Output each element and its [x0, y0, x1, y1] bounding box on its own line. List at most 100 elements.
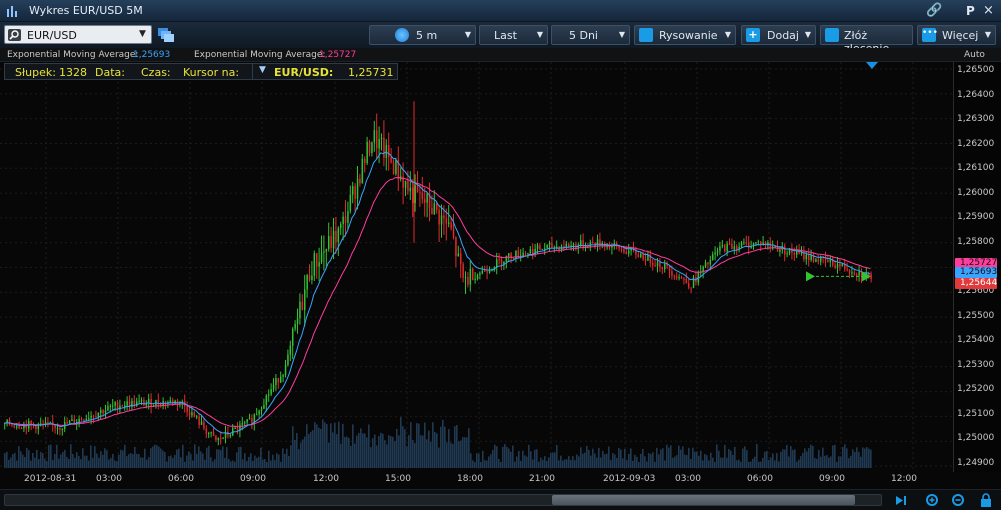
time-label: 15:00 — [385, 474, 411, 484]
price-chart[interactable] — [0, 62, 953, 472]
price-type-dropdown[interactable]: Last ▼ — [479, 25, 548, 45]
volume-bar — [784, 449, 786, 468]
candle-body — [47, 422, 49, 424]
candle-body — [203, 421, 205, 429]
volume-bar — [612, 453, 614, 468]
volume-bar — [138, 454, 140, 468]
candle-body — [577, 245, 580, 249]
drawing-dropdown[interactable]: Rysowanie ▼ — [634, 25, 736, 45]
volume-bar — [178, 448, 180, 468]
chart-area[interactable] — [0, 62, 953, 472]
candle-body — [661, 267, 664, 270]
symbol-input[interactable]: EUR/USD ▼ — [4, 25, 152, 44]
volume-bar — [208, 445, 210, 468]
candle-body — [265, 395, 268, 405]
volume-bar — [216, 449, 218, 468]
volume-bar — [716, 444, 718, 468]
close-button[interactable]: × — [983, 3, 994, 18]
volume-bar — [804, 448, 806, 468]
candle-body — [11, 424, 13, 426]
candle-body — [256, 414, 258, 416]
candle-body — [522, 252, 524, 256]
multi-window-icon[interactable] — [158, 28, 174, 42]
scale-mode[interactable]: Auto — [964, 50, 985, 60]
price-axis[interactable]: 1,26500 1,26400 1,26300 1,26200 1,26100 1,260… — [953, 62, 1001, 472]
candle-body — [104, 410, 107, 414]
chart-end-marker[interactable] — [866, 62, 878, 69]
candle-body — [565, 243, 568, 249]
scroll-to-end-icon[interactable] — [893, 493, 909, 508]
candle-body — [284, 364, 287, 376]
volume-bar — [604, 454, 606, 468]
zoom-out-icon[interactable] — [951, 493, 967, 508]
range-dropdown[interactable]: 5 Dni ▼ — [551, 25, 630, 45]
candle-body — [438, 209, 440, 225]
candle-body — [810, 254, 812, 261]
volume-bar — [544, 456, 546, 468]
ema-1-name[interactable]: Exponential Moving Average: — [7, 50, 139, 60]
volume-bar — [326, 423, 328, 468]
candle-body — [140, 400, 143, 402]
lock-icon[interactable] — [978, 493, 994, 508]
candle-body — [755, 242, 757, 244]
interval-dropdown[interactable]: 5 m ▼ — [369, 25, 476, 45]
candle-body — [673, 275, 676, 277]
volume-bar — [452, 444, 454, 468]
volume-bar — [528, 444, 530, 468]
volume-bar — [458, 441, 460, 468]
volume-bar — [206, 447, 208, 468]
volume-bar — [252, 460, 254, 468]
candle-body — [109, 405, 112, 407]
volume-bar — [40, 451, 42, 468]
volume-bar — [342, 423, 344, 468]
volume-bar — [492, 449, 494, 468]
volume-bar — [188, 451, 190, 468]
volume-bar — [150, 448, 152, 468]
volume-bar — [532, 459, 534, 468]
volume-bar — [222, 446, 224, 468]
volume-bar — [120, 449, 122, 468]
volume-bar — [132, 454, 134, 468]
candle-body — [224, 431, 227, 438]
volume-bar — [126, 456, 128, 468]
volume-bar — [582, 453, 584, 468]
place-order-button[interactable]: Złóż zlecenie — [820, 25, 913, 55]
candle-body — [232, 428, 234, 436]
candle-body — [35, 424, 37, 430]
volume-bar — [36, 449, 38, 468]
volume-bar — [400, 417, 402, 468]
chevron-down-icon[interactable]: ▼ — [139, 29, 146, 39]
link-icon[interactable]: 🔗 — [926, 3, 943, 18]
volume-bar — [740, 461, 742, 468]
volume-bar — [646, 461, 648, 468]
volume-bar — [4, 453, 6, 468]
volume-bar — [390, 436, 392, 468]
search-icon[interactable] — [8, 29, 21, 41]
candle-body — [354, 186, 356, 199]
candle-body — [733, 246, 736, 250]
volume-bar — [622, 458, 624, 468]
volume-bar — [724, 444, 726, 468]
candle-body — [131, 400, 133, 407]
candle-body — [229, 435, 232, 437]
candle-body — [582, 240, 584, 248]
candle-body — [524, 252, 527, 254]
volume-bar — [462, 437, 464, 468]
volume-bar — [558, 460, 560, 468]
pin-button[interactable]: P — [966, 4, 975, 18]
volume-bar — [106, 450, 108, 468]
volume-bar — [430, 441, 432, 468]
ema-2-name[interactable]: Exponential Moving Average: — [194, 50, 326, 60]
volume-bar — [394, 441, 396, 468]
candle-body — [143, 400, 145, 406]
volume-bar — [212, 461, 214, 468]
volume-bar — [858, 451, 860, 468]
add-dropdown[interactable]: + Dodaj ▼ — [741, 25, 816, 45]
volume-bar — [402, 426, 404, 468]
scroll-thumb[interactable] — [552, 495, 855, 505]
time-label: 06:00 — [747, 474, 773, 484]
more-dropdown[interactable]: ••• Więcej ▼ — [917, 25, 996, 45]
scroll-track[interactable] — [4, 494, 882, 506]
zoom-in-icon[interactable] — [925, 493, 941, 508]
volume-bar — [662, 448, 664, 468]
